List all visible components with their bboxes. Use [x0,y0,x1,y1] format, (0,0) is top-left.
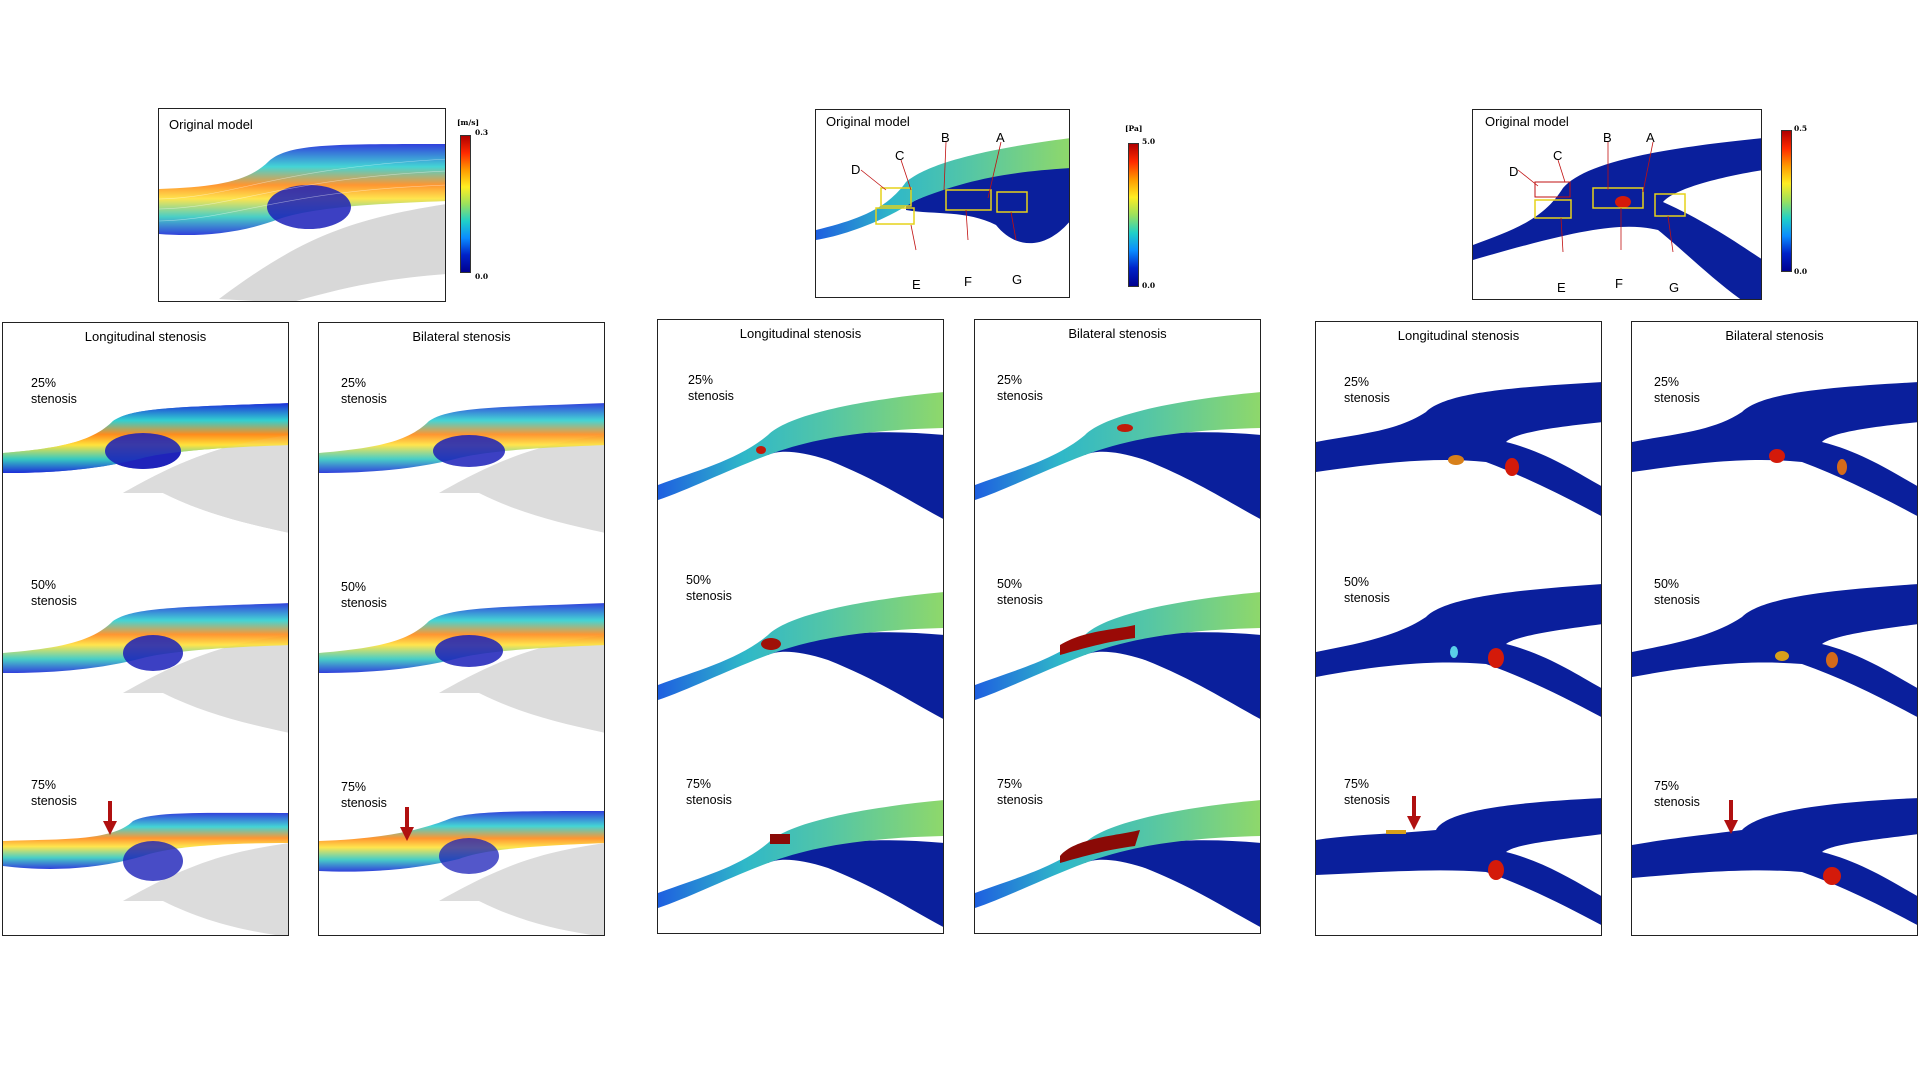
wss-bilateral-row-50-label: 50% stenosis [997,577,1043,607]
velocity-longitudinal-title: Longitudinal stenosis [84,329,207,344]
stenosis-arrow-icon [400,807,414,841]
velocity-bilateral-row-75-label: 75% stenosis [341,780,387,810]
wss-bilateral-title: Bilateral stenosis [1068,326,1167,341]
osi-letter-e: E [1557,280,1566,295]
stenosis-arrow-icon [1407,796,1421,830]
osi-bilateral-row-25-label: 25% stenosis [1654,375,1700,405]
velocity-longitudinal-images [3,403,288,935]
wss-longitudinal-panel: Longitudinal stenosis 25% stenosis 50% ste… [657,319,944,934]
velocity-bilateral-title: Bilateral stenosis [412,329,511,344]
osi-bilateral-title: Bilateral stenosis [1725,328,1824,343]
wss-longitudinal-row-50-label: 50% stenosis [686,573,732,603]
velocity-original-image [159,144,445,301]
velocity-colorbar [460,135,471,273]
wss-bilateral-row-25-label: 25% stenosis [997,373,1043,403]
velocity-bilateral-panel: Bilateral stenosis 25% stenosis 50% stenos… [318,322,605,936]
wss-original-title: Original model [826,114,910,129]
wss-bilateral-row-75-label: 75% stenosis [997,777,1043,807]
osi-colorbar-max: 0.5 [1794,124,1808,133]
velocity-bilateral-row-50-label: 50% stenosis [341,580,387,610]
wss-bilateral-images [975,392,1260,927]
osi-longitudinal-row-75-label: 75% stenosis [1344,777,1390,807]
wss-letter-c: C [895,148,905,163]
wss-colorbar-unit: [Pa] [1125,124,1143,133]
wss-longitudinal-row-75-label: 75% stenosis [686,777,732,807]
osi-longitudinal-row-50-label: 50% stenosis [1344,575,1390,605]
osi-longitudinal-title: Longitudinal stenosis [1397,328,1520,343]
velocity-original-title: Original model [169,117,253,132]
wss-original-panel: Original model A B C D E F G [815,109,1070,298]
osi-bilateral-row-75-label: 75% stenosis [1654,779,1700,809]
velocity-original-panel: Original model [158,108,446,302]
osi-letter-c: C [1553,148,1563,163]
osi-letter-g: G [1669,280,1680,295]
velocity-longitudinal-row-25-label: 25% stenosis [31,376,77,406]
wss-longitudinal-images [658,392,943,927]
wss-colorbar-max: 5.0 [1142,137,1156,146]
velocity-longitudinal-row-75-label: 75% stenosis [31,778,77,808]
osi-longitudinal-images [1316,382,1601,925]
osi-letter-a: A [1646,130,1655,145]
stenosis-arrow-icon [1724,800,1738,834]
osi-letter-f: F [1615,276,1623,291]
velocity-colorbar-unit: [m/s] [457,118,479,127]
velocity-colorbar-max: 0.3 [475,128,489,137]
wss-letter-e: E [912,277,921,292]
velocity-colorbar-min: 0.0 [475,272,489,281]
wss-letter-g: G [1012,272,1023,287]
osi-colorbar [1781,130,1792,272]
wss-longitudinal-title: Longitudinal stenosis [739,326,862,341]
osi-original-title: Original model [1485,114,1569,129]
wss-letter-d: D [851,162,861,177]
wss-colorbar-min: 0.0 [1142,281,1156,290]
velocity-longitudinal-panel: Longitudinal stenosis 25% stenosis 50% ste… [2,322,289,936]
osi-bilateral-panel: Bilateral stenosis 25% stenosis 50% stenos… [1631,321,1918,936]
osi-longitudinal-row-25-label: 25% stenosis [1344,375,1390,405]
osi-original-image [1473,138,1761,299]
osi-longitudinal-panel: Longitudinal stenosis 25% stenosis 50% ste… [1315,321,1602,936]
wss-longitudinal-row-25-label: 25% stenosis [688,373,734,403]
osi-bilateral-images [1632,382,1917,925]
velocity-bilateral-row-25-label: 25% stenosis [341,376,387,406]
wss-letter-a: A [996,130,1005,145]
wss-colorbar [1128,143,1139,287]
wss-letter-b: B [941,130,950,145]
wss-letter-f: F [964,274,972,289]
osi-colorbar-min: 0.0 [1794,267,1808,276]
velocity-bilateral-images [319,403,604,935]
osi-bilateral-row-50-label: 50% stenosis [1654,577,1700,607]
osi-original-panel: Original model A B C D E F G [1472,109,1762,300]
wss-original-image [816,138,1069,251]
osi-letter-b: B [1603,130,1612,145]
osi-letter-d: D [1509,164,1519,179]
wss-bilateral-panel: Bilateral stenosis 25% stenosis 50% stenos… [974,319,1261,934]
velocity-longitudinal-row-50-label: 50% stenosis [31,578,77,608]
stenosis-arrow-icon [103,801,117,835]
